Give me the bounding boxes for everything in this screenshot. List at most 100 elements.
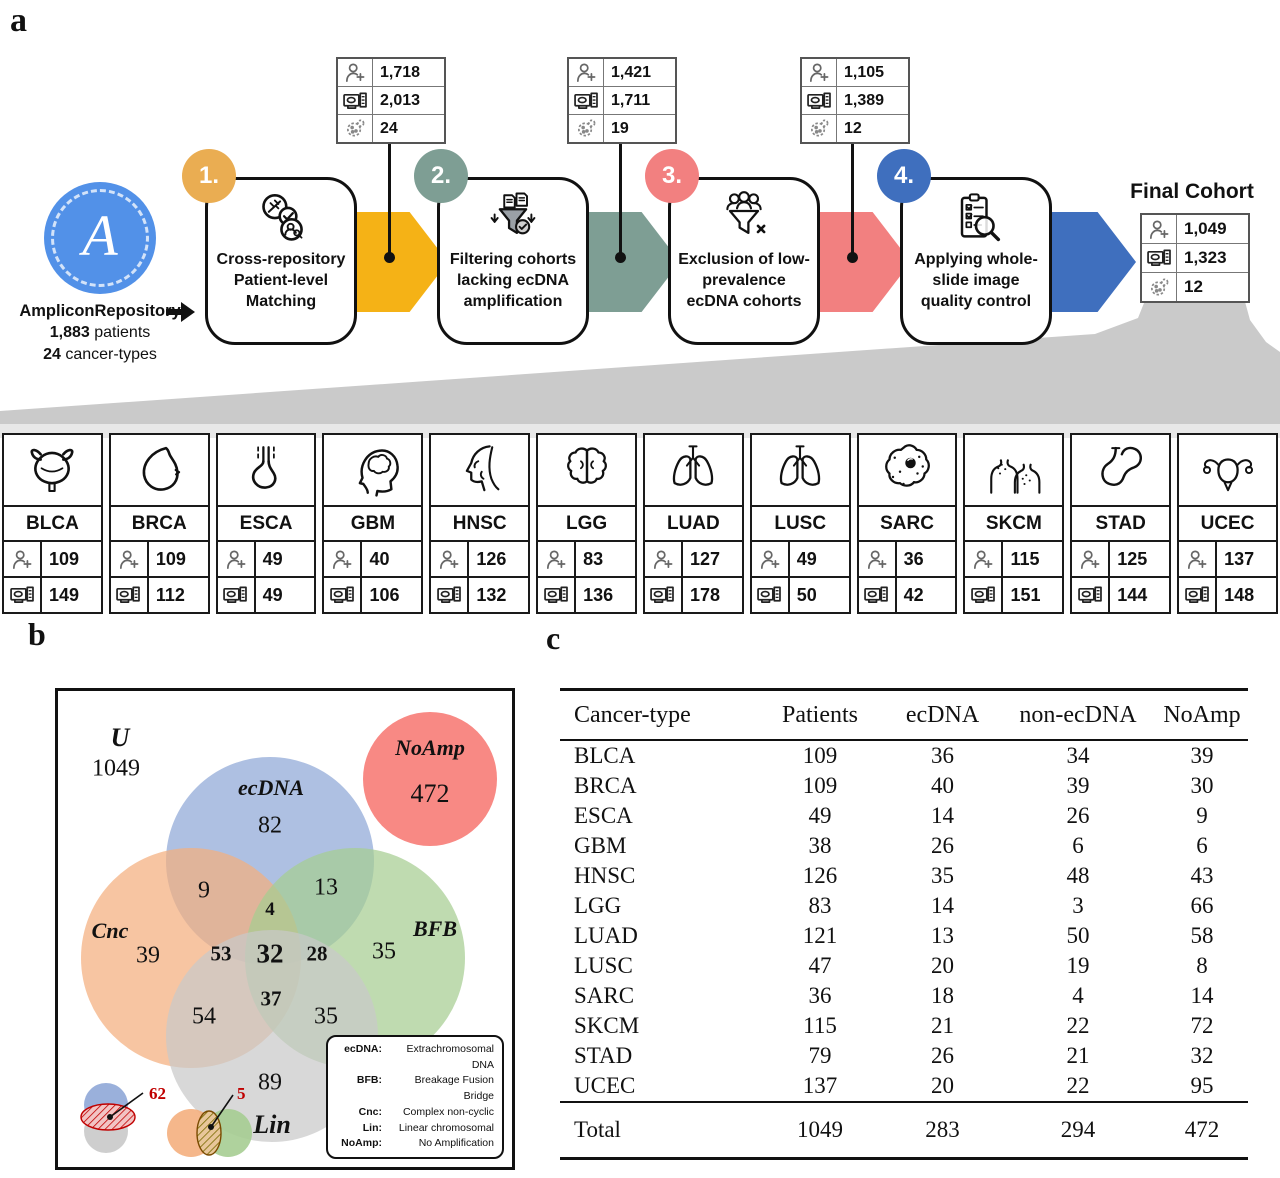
cohort-slides: 106 <box>369 584 400 605</box>
cohort-slides: 42 <box>903 584 924 605</box>
cell-patients: 36 <box>808 983 832 1008</box>
legend-row: Cnc: Complex non-cyclic <box>336 1105 494 1121</box>
cell-non-ecdna: 34 <box>1066 743 1090 768</box>
person-plus-icon <box>218 542 256 576</box>
whole-slide-image-icon <box>569 87 604 114</box>
cell-noamp: 6 <box>1196 833 1208 858</box>
panel-b-label: b <box>28 616 46 652</box>
breast-icon <box>110 435 208 507</box>
whole-slide-image-icon <box>4 578 42 612</box>
cohort-card: SARC 36 42 <box>856 433 958 614</box>
callout-1-slides: 2,013 <box>380 91 421 109</box>
venn-label-cnc: Cnc <box>91 918 129 943</box>
total-patients: 1049 <box>755 1101 885 1160</box>
total-label: Total <box>560 1101 755 1160</box>
total-noamp: 472 <box>1156 1101 1248 1160</box>
cell-patients: 109 <box>802 743 838 768</box>
cell-ecdna: 18 <box>931 983 954 1008</box>
cohort-slides: 50 <box>796 584 817 605</box>
cohort-card: ESCA 49 49 <box>215 433 317 614</box>
callout-3-patients: 1,105 <box>844 63 885 81</box>
cohort-patients: 127 <box>689 548 721 569</box>
inset-count-62: 62 <box>149 1084 166 1103</box>
cohort-patients: 126 <box>476 548 507 569</box>
source-description: AmpliconRepository 1,883 patients 24 can… <box>8 300 192 365</box>
venn-label-ecdna: ecDNA <box>238 775 304 800</box>
whole-slide-image-icon <box>752 578 790 612</box>
cell-cancer-type: ESCA <box>574 803 633 828</box>
whole-slide-image-icon <box>431 578 470 612</box>
cell-noamp: 58 <box>1190 923 1214 948</box>
person-plus-icon <box>111 542 149 576</box>
cell-ecdna: 36 <box>931 743 954 768</box>
cell-ecdna: 40 <box>931 773 954 798</box>
venn-set-lin <box>166 930 378 1142</box>
cell-non-ecdna: 3 <box>1072 893 1084 918</box>
dna-ring-icon <box>51 189 149 287</box>
cell-noamp: 30 <box>1190 773 1214 798</box>
cell-cancer-type: HNSC <box>574 863 636 888</box>
cell-non-ecdna: 6 <box>1072 833 1084 858</box>
person-plus-icon <box>802 59 837 86</box>
callout-3-slides: 1,389 <box>844 91 885 109</box>
cohort-patients: 40 <box>369 548 390 569</box>
cell-cancer-type: BRCA <box>574 773 637 798</box>
callout-stats-1: 1,718 2,013 24 <box>336 57 446 144</box>
cell-ecdna: 13 <box>931 923 954 948</box>
logo-letter: A <box>82 203 118 268</box>
header-patients: Patients <box>755 688 885 741</box>
whole-slide-image-icon <box>645 578 683 612</box>
cohort-card: GBM 40 106 <box>322 433 424 614</box>
person-plus-icon <box>965 542 1004 576</box>
legend-row: NoAmp: No Amplification <box>336 1136 494 1152</box>
cell-patients: 83 <box>808 893 832 918</box>
cell-cancer-type: GBM <box>574 833 627 858</box>
cohort-card: LUSC 49 50 <box>749 433 851 614</box>
person-plus-icon <box>569 59 604 86</box>
cohort-card: LUAD 127 178 <box>642 433 744 614</box>
cohort-slides: 149 <box>49 584 80 605</box>
person-plus-icon <box>645 542 683 576</box>
callout-2-types: 19 <box>611 119 629 137</box>
cell-noamp: 95 <box>1190 1073 1214 1098</box>
header-ecdna: ecDNA <box>885 688 1000 741</box>
callout-1-types: 24 <box>380 119 398 137</box>
cohort-code: SARC <box>858 507 956 542</box>
venn-label-lin: Lin <box>253 1110 291 1139</box>
cell-cancer-type: LUAD <box>574 923 638 948</box>
cohort-code: BRCA <box>110 507 208 542</box>
cohort-card: HNSC 126 132 <box>429 433 531 614</box>
matching-icon <box>252 190 310 246</box>
header-noamp: NoAmp <box>1156 688 1248 741</box>
head-brain-icon <box>324 435 422 507</box>
brain-icon <box>538 435 635 507</box>
uterus-icon <box>1179 435 1276 507</box>
table-row: GBM 38 26 6 6 <box>560 831 1248 861</box>
venn-label-noamp: NoAmp <box>395 735 465 760</box>
venn-inset: 62 5 <box>80 1083 252 1157</box>
cohort-slides: 112 <box>155 584 185 605</box>
venn-count-ecdna-cnc-lin: 53 <box>210 941 232 966</box>
cell-cancer-type: SKCM <box>574 1013 640 1038</box>
venn-count-ecdna-cnc-bfb: 4 <box>265 899 275 920</box>
bladder-icon <box>4 435 101 507</box>
esophagus-icon <box>217 435 315 507</box>
step-4-title: Applying whole-slide image quality contr… <box>914 251 1038 310</box>
table-row: LGG 83 14 3 66 <box>560 891 1248 921</box>
callout-1-patients: 1,718 <box>380 63 421 81</box>
cohort-patients: 36 <box>903 548 924 569</box>
cohort-code: GBM <box>324 507 422 542</box>
cell-ecdna: 26 <box>931 833 954 858</box>
whole-slide-image-icon <box>1142 244 1177 272</box>
inset-count-5: 5 <box>237 1084 246 1103</box>
cancer-type-icon <box>802 115 837 142</box>
callout-stats-3: 1,105 1,389 12 <box>800 57 910 144</box>
person-plus-icon <box>1179 542 1218 576</box>
venn-diagram-panel: U ecDNA NoAmp Cnc BFB Lin 1049 472 82 9 … <box>55 688 515 1170</box>
callout-connector-3 <box>851 140 854 258</box>
final-patients: 1,049 <box>1184 219 1227 238</box>
cohort-patients: 83 <box>583 548 604 569</box>
table-header-row: Cancer-type Patients ecDNA non-ecDNA NoA… <box>560 688 1248 741</box>
callout-dot-3 <box>847 252 858 263</box>
